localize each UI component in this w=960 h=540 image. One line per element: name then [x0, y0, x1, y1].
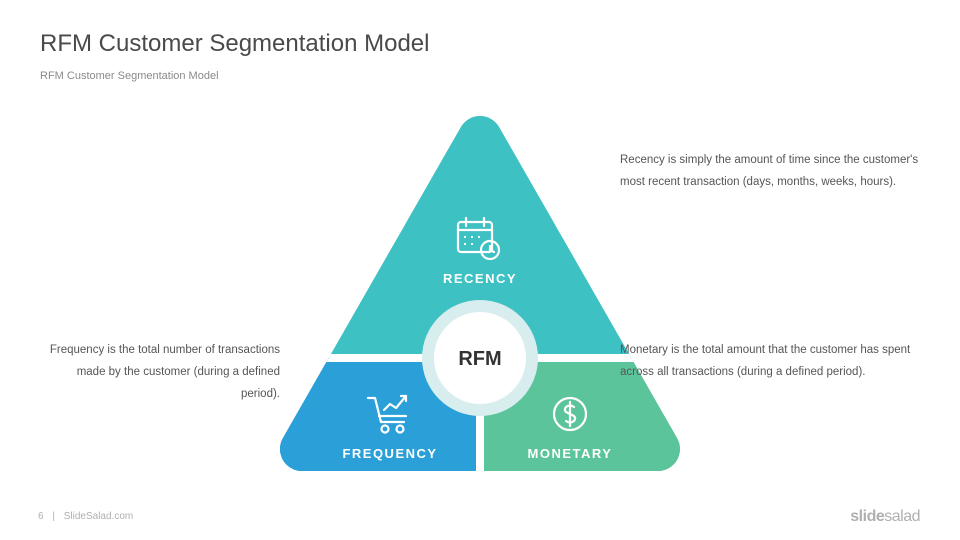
footer-brand-bold: slide: [850, 508, 884, 525]
center-label: RFM: [458, 348, 501, 370]
slide: RFM Customer Segmentation Model RFM Cust…: [0, 0, 960, 540]
label-frequency: FREQUENCY: [342, 446, 437, 461]
page-title: RFM Customer Segmentation Model: [40, 30, 429, 58]
callout-frequency: Frequency is the total number of transac…: [40, 340, 280, 406]
callout-monetary: Monetary is the total amount that the cu…: [620, 340, 920, 384]
page-subtitle: RFM Customer Segmentation Model: [40, 70, 219, 82]
page-number: 6: [38, 511, 44, 522]
footer-brand-light: salad: [884, 508, 920, 525]
footer-brand: slidesalad: [850, 508, 920, 526]
label-recency: RECENCY: [443, 271, 517, 286]
label-monetary: MONETARY: [528, 446, 613, 461]
footer-left: 6 | SlideSalad.com: [38, 511, 133, 522]
footer-source: SlideSalad.com: [64, 511, 133, 522]
callout-recency: Recency is simply the amount of time sin…: [620, 150, 920, 194]
footer-divider: |: [52, 511, 55, 522]
